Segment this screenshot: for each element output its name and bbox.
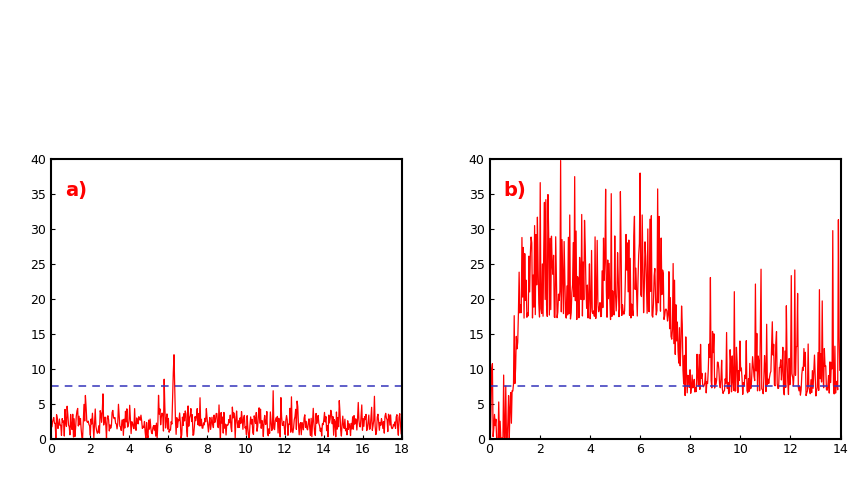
Text: b): b) (503, 181, 526, 201)
Text: a): a) (65, 181, 87, 201)
